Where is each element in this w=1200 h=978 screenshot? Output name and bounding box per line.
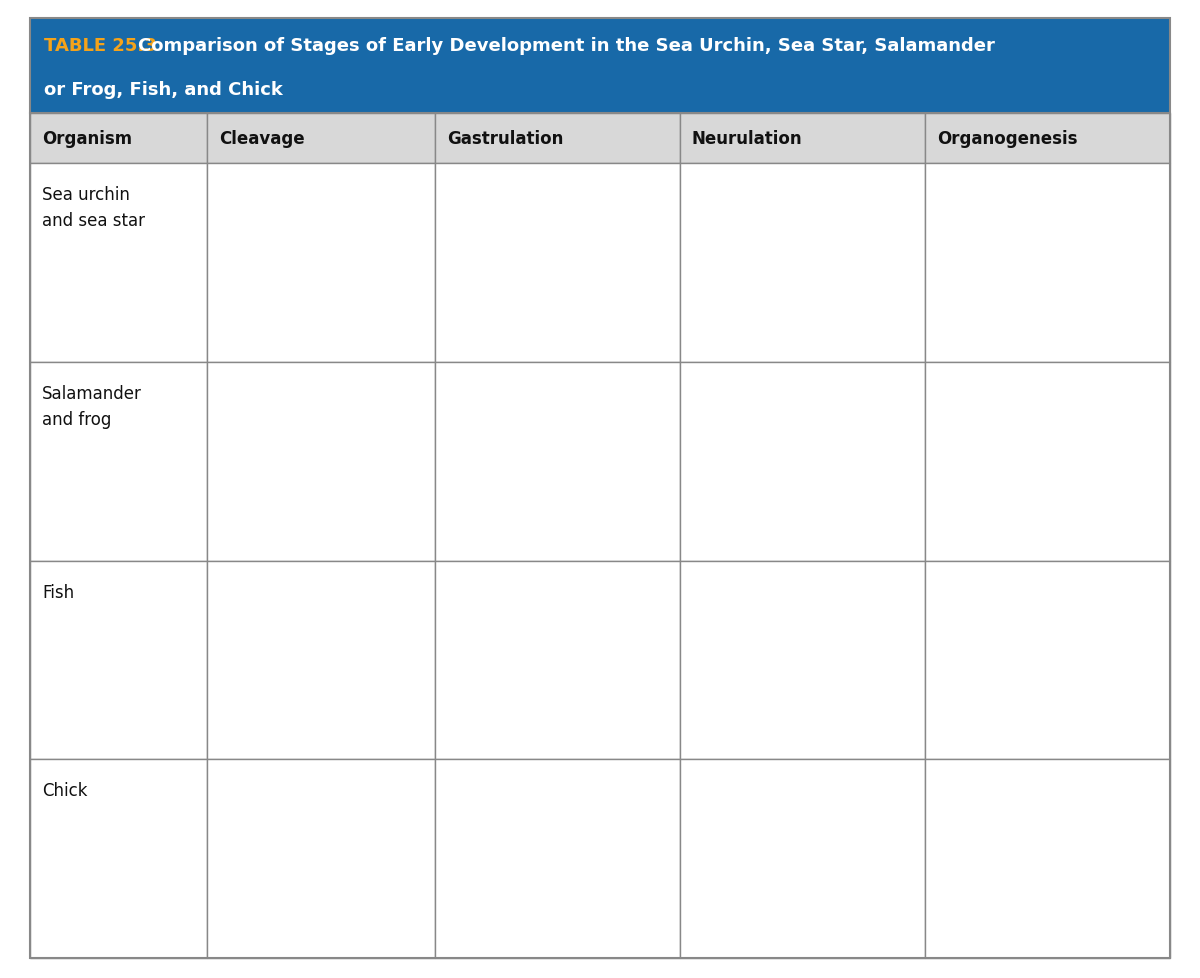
Text: Neurulation: Neurulation — [691, 130, 803, 148]
Bar — [925, 363, 1170, 561]
Bar — [30, 19, 1170, 113]
Bar — [434, 113, 679, 164]
Bar — [434, 164, 679, 363]
Text: Comparison of Stages of Early Development in the Sea Urchin, Sea Star, Salamande: Comparison of Stages of Early Developmen… — [138, 36, 995, 55]
Bar — [679, 363, 925, 561]
Text: Fish: Fish — [42, 583, 74, 600]
Bar — [679, 760, 925, 958]
Bar — [434, 561, 679, 760]
Bar — [679, 561, 925, 760]
Bar — [30, 363, 206, 561]
Text: Gastrulation: Gastrulation — [446, 130, 563, 148]
Bar — [925, 760, 1170, 958]
Bar — [206, 164, 434, 363]
Bar — [30, 561, 206, 760]
Bar — [434, 760, 679, 958]
Bar — [206, 760, 434, 958]
Text: Organogenesis: Organogenesis — [937, 130, 1078, 148]
Text: or Frog, Fish, and Chick: or Frog, Fish, and Chick — [44, 81, 283, 99]
Bar — [925, 561, 1170, 760]
Text: Salamander
and frog: Salamander and frog — [42, 384, 142, 428]
Text: Cleavage: Cleavage — [218, 130, 305, 148]
Bar — [434, 363, 679, 561]
Bar — [925, 164, 1170, 363]
Bar — [679, 113, 925, 164]
Text: Organism: Organism — [42, 130, 132, 148]
Text: TABLE 25.3: TABLE 25.3 — [44, 36, 157, 55]
Text: Sea urchin
and sea star: Sea urchin and sea star — [42, 186, 145, 230]
Bar — [30, 760, 206, 958]
Bar — [30, 164, 206, 363]
Bar — [206, 561, 434, 760]
Bar — [679, 164, 925, 363]
Bar — [30, 113, 206, 164]
Bar — [925, 113, 1170, 164]
Bar — [206, 363, 434, 561]
Bar — [206, 113, 434, 164]
Text: Chick: Chick — [42, 781, 88, 799]
